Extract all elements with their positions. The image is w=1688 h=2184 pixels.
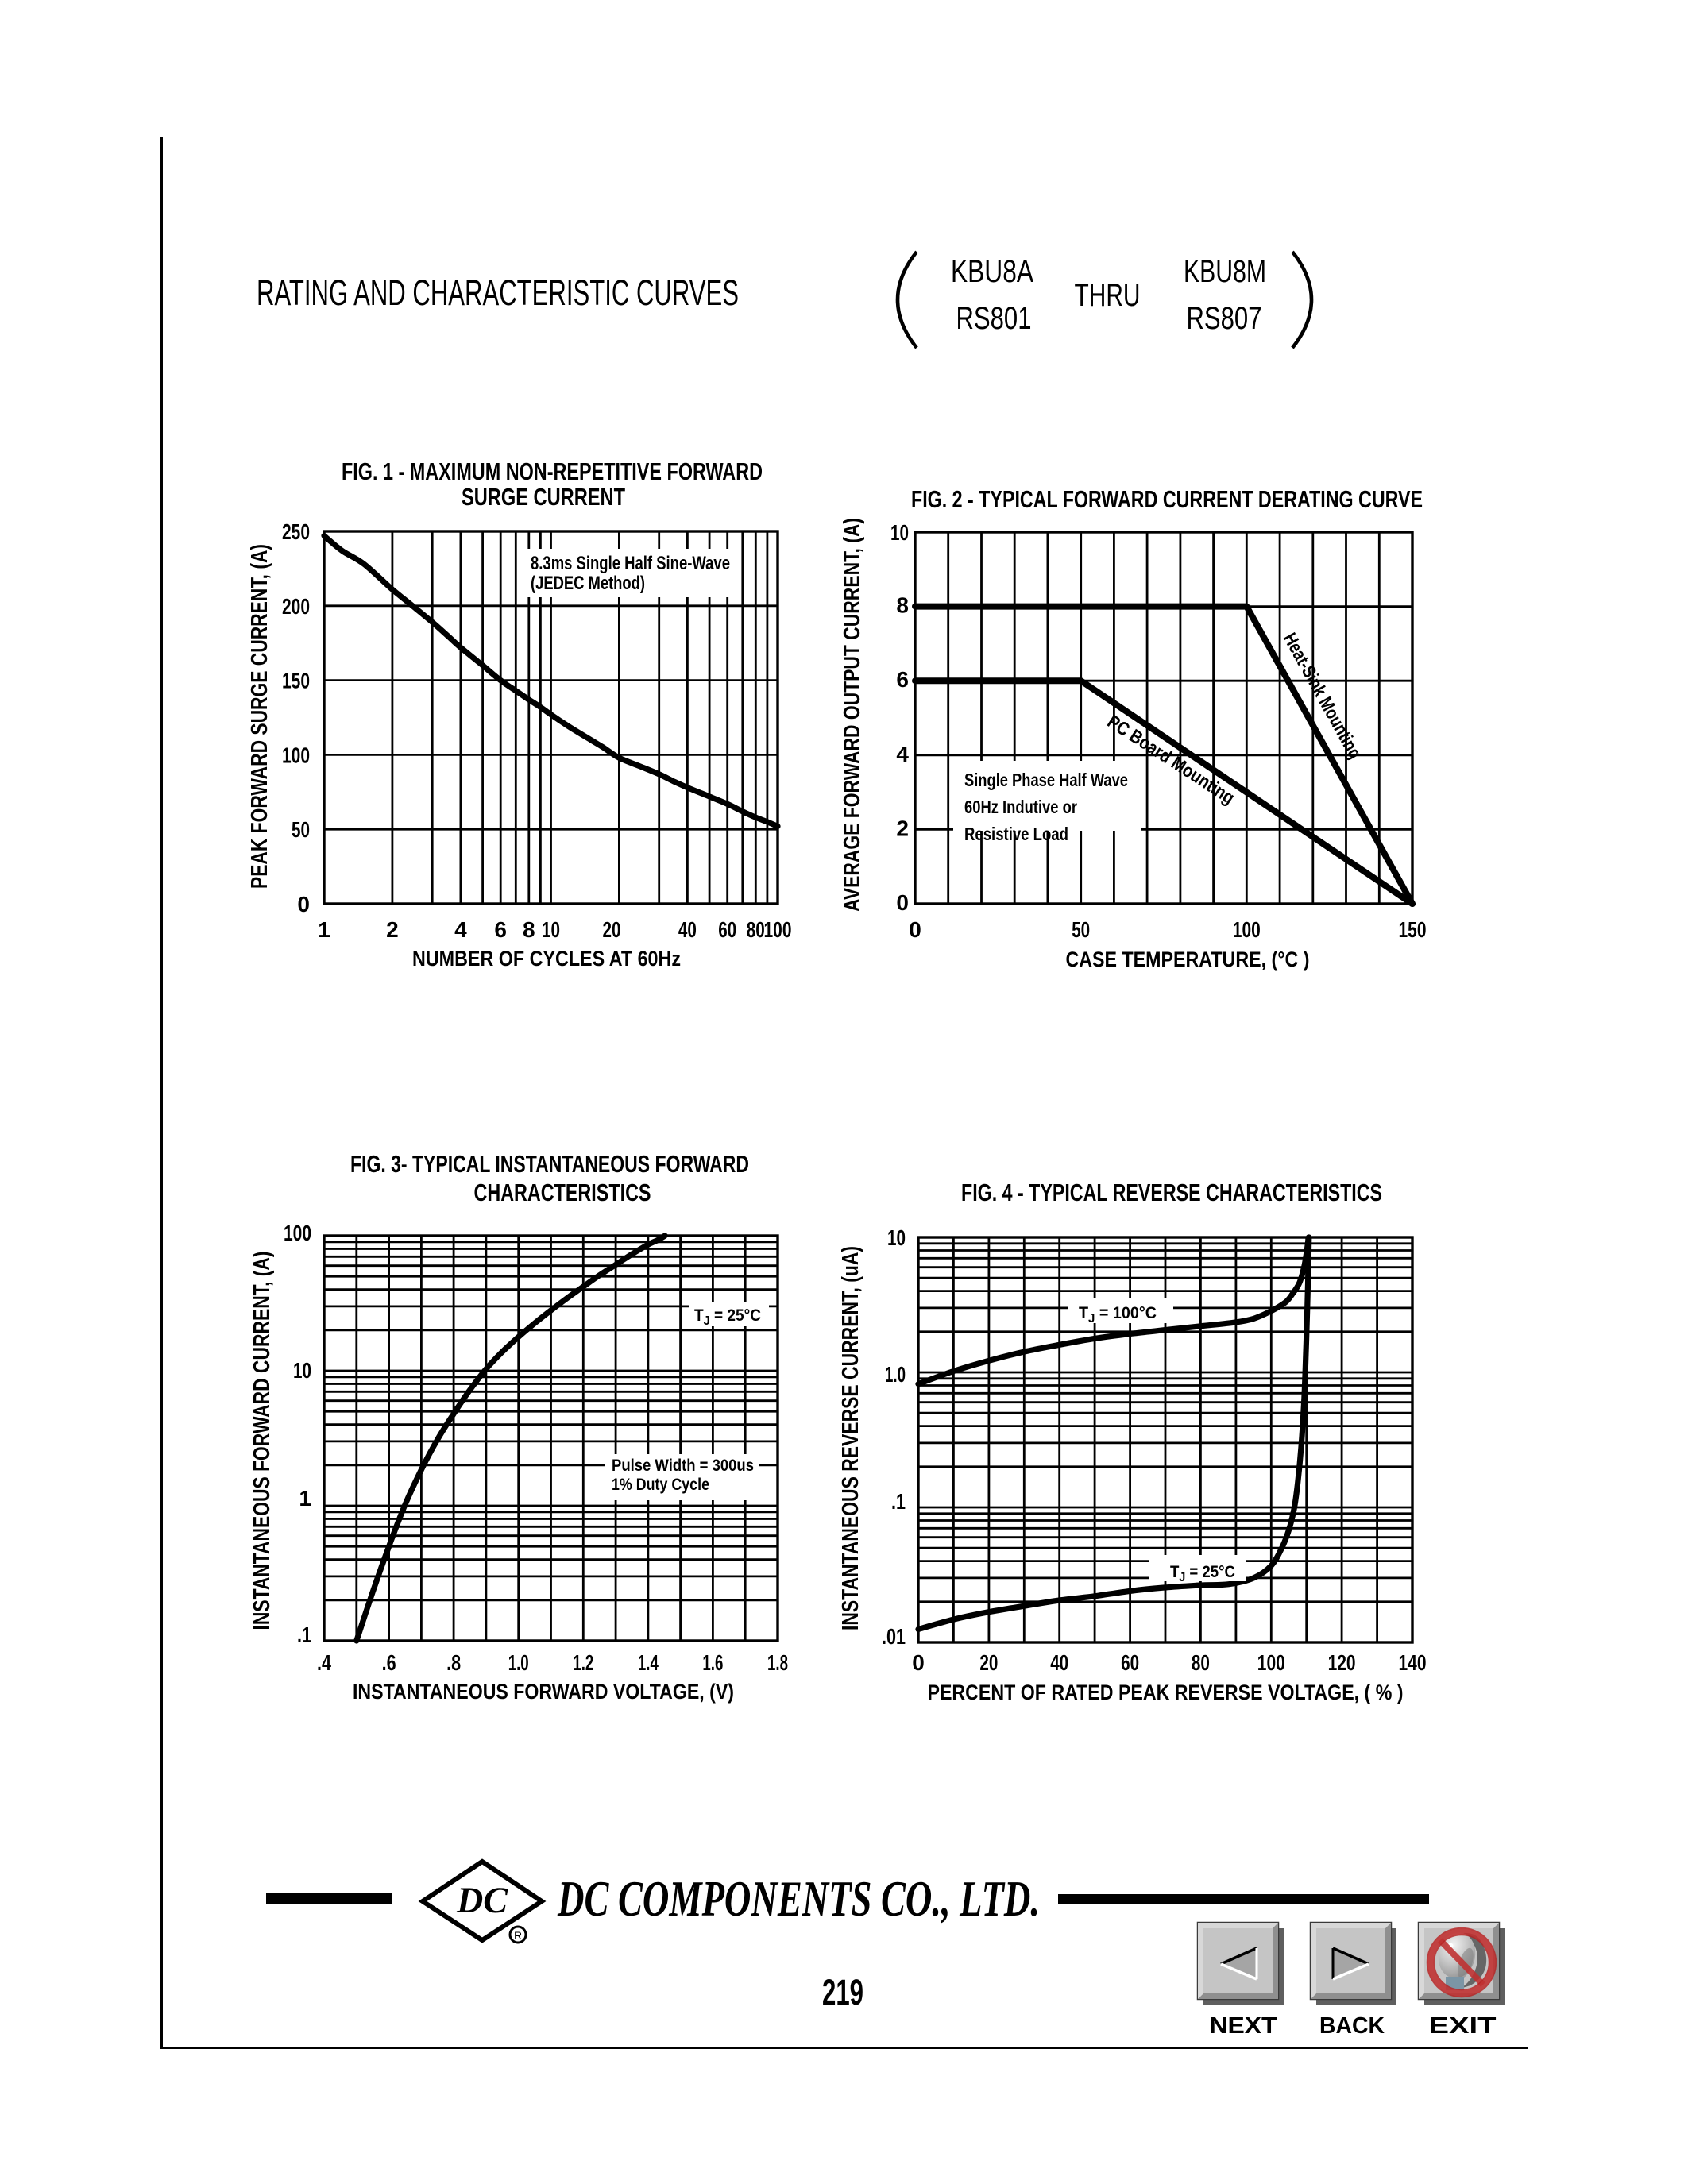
svg-text:100: 100	[282, 743, 310, 767]
svg-text:INSTANTANEOUS REVERSE CURRENT,: INSTANTANEOUS REVERSE CURRENT, (uA)	[838, 1246, 863, 1630]
svg-text:NEXT: NEXT	[1210, 2013, 1277, 2039]
svg-text:1.0: 1.0	[508, 1650, 529, 1675]
svg-text:6: 6	[896, 667, 909, 692]
svg-text:20: 20	[979, 1650, 998, 1675]
svg-text:140: 140	[1399, 1650, 1427, 1675]
svg-text:0: 0	[912, 1650, 925, 1675]
svg-text:0: 0	[297, 892, 310, 916]
svg-text:60: 60	[718, 917, 736, 942]
svg-text:2: 2	[386, 917, 399, 942]
svg-text:KBU8A: KBU8A	[951, 254, 1033, 289]
svg-text:1.4: 1.4	[638, 1650, 659, 1675]
svg-text:1.6: 1.6	[702, 1650, 723, 1675]
svg-text:AVERAGE FORWARD OUTPUT CURRENT: AVERAGE FORWARD OUTPUT CURRENT, (A)	[840, 518, 865, 912]
svg-text:4: 4	[896, 742, 909, 766]
svg-text:PEAK FORWARD SURGE CURRENT, (A: PEAK FORWARD SURGE CURRENT, (A)	[247, 544, 272, 889]
svg-text:6: 6	[494, 917, 507, 942]
svg-text:100: 100	[1257, 1650, 1285, 1675]
svg-text:100: 100	[1233, 917, 1261, 942]
svg-text:CHARACTERISTICS: CHARACTERISTICS	[474, 1179, 651, 1206]
svg-text:DC COMPONENTS CO., LTD.: DC COMPONENTS CO., LTD.	[557, 1870, 1040, 1927]
svg-text:8.3ms Single Half Sine-Wave: 8.3ms Single Half Sine-Wave	[531, 553, 730, 574]
svg-text:INSTANTANEOUS FORWARD VOLTAGE,: INSTANTANEOUS FORWARD VOLTAGE, (V)	[353, 1680, 734, 1704]
svg-text:80: 80	[1192, 1650, 1210, 1675]
svg-text:100: 100	[764, 917, 792, 942]
svg-text:DC: DC	[456, 1880, 508, 1921]
svg-text:10: 10	[887, 1225, 906, 1250]
svg-text:200: 200	[282, 594, 310, 619]
svg-text:8: 8	[523, 917, 535, 942]
svg-text:Resistive Load: Resistive Load	[964, 824, 1068, 844]
svg-text:KBU8M: KBU8M	[1184, 254, 1266, 289]
svg-text:TJ = 25°C: TJ = 25°C	[1170, 1563, 1235, 1584]
svg-text:20: 20	[603, 917, 621, 942]
svg-text:150: 150	[1399, 917, 1427, 942]
svg-text:10: 10	[293, 1358, 311, 1383]
svg-text:THRU: THRU	[1075, 278, 1141, 313]
svg-text:2: 2	[896, 816, 909, 840]
svg-text:RS801: RS801	[956, 301, 1032, 336]
svg-text:(JEDEC Method): (JEDEC Method)	[531, 573, 645, 594]
svg-text:50: 50	[292, 817, 310, 842]
svg-text:.6: .6	[382, 1650, 396, 1675]
svg-text:.8: .8	[446, 1650, 461, 1675]
svg-text:R: R	[514, 1929, 522, 1942]
svg-text:0: 0	[909, 917, 921, 942]
svg-text:FIG. 1 - MAXIMUM NON-REPETITIV: FIG. 1 - MAXIMUM NON-REPETITIVE FORWARD	[342, 457, 763, 485]
svg-text:219: 219	[822, 1972, 863, 2012]
svg-text:PERCENT OF RATED PEAK REVERSE: PERCENT OF RATED PEAK REVERSE VOLTAGE, (…	[928, 1680, 1404, 1704]
svg-text:.1: .1	[891, 1489, 906, 1514]
svg-text:1.2: 1.2	[573, 1650, 593, 1675]
svg-text:1.8: 1.8	[767, 1650, 788, 1675]
svg-text:.01: .01	[882, 1624, 906, 1649]
svg-text:10: 10	[890, 520, 909, 545]
svg-text:CASE TEMPERATURE, (°C ): CASE TEMPERATURE, (°C )	[1066, 947, 1310, 971]
svg-text:BACK: BACK	[1319, 2013, 1385, 2039]
svg-text:FIG. 4 - TYPICAL REVERSE CHARA: FIG. 4 - TYPICAL REVERSE CHARACTERISTICS	[961, 1179, 1382, 1206]
svg-text:40: 40	[678, 917, 697, 942]
svg-text:60: 60	[1121, 1650, 1139, 1675]
svg-text:Single Phase Half Wave: Single Phase Half Wave	[964, 770, 1128, 790]
svg-text:.4: .4	[317, 1650, 331, 1675]
svg-text:1.0: 1.0	[885, 1362, 906, 1387]
svg-text:Pulse Width = 300us: Pulse Width = 300us	[612, 1457, 754, 1475]
svg-text:120: 120	[1328, 1650, 1356, 1675]
svg-text:80: 80	[747, 917, 765, 942]
svg-text:RS807: RS807	[1187, 301, 1262, 336]
svg-text:NUMBER OF CYCLES AT 60Hz: NUMBER OF CYCLES AT 60Hz	[412, 947, 681, 970]
svg-text:40: 40	[1050, 1650, 1068, 1675]
svg-text:60Hz Indutive or: 60Hz Indutive or	[964, 797, 1077, 817]
svg-text:FIG. 3- TYPICAL INSTANTANEOUS: FIG. 3- TYPICAL INSTANTANEOUS FORWARD	[350, 1150, 749, 1178]
svg-text:0: 0	[896, 890, 909, 915]
svg-text:8: 8	[896, 593, 909, 618]
svg-text:FIG. 2 - TYPICAL FORWARD CURRE: FIG. 2 - TYPICAL FORWARD CURRENT DERATIN…	[911, 485, 1423, 513]
svg-text:SURGE CURRENT: SURGE CURRENT	[462, 483, 625, 511]
svg-text:.1: .1	[297, 1623, 311, 1647]
svg-text:EXIT: EXIT	[1429, 2013, 1497, 2039]
svg-text:100: 100	[284, 1221, 311, 1245]
svg-text:4: 4	[454, 917, 467, 942]
svg-text:10: 10	[542, 917, 560, 942]
svg-text:250: 250	[282, 519, 310, 544]
svg-text:1% Duty Cycle: 1% Duty Cycle	[612, 1476, 709, 1494]
svg-text:150: 150	[282, 669, 310, 693]
svg-text:1: 1	[318, 917, 330, 942]
svg-text:50: 50	[1072, 917, 1090, 942]
svg-text:RATING AND CHARACTERISTIC CURV: RATING AND CHARACTERISTIC CURVES	[257, 272, 739, 313]
svg-text:INSTANTANEOUS FORWARD CURRENT,: INSTANTANEOUS FORWARD CURRENT, (A)	[249, 1252, 275, 1630]
svg-text:1: 1	[299, 1486, 311, 1511]
